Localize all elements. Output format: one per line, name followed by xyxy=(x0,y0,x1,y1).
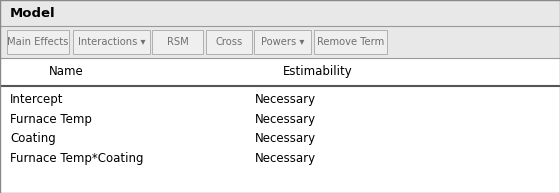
Text: Coating: Coating xyxy=(10,132,56,145)
Text: Necessary: Necessary xyxy=(255,113,316,126)
FancyBboxPatch shape xyxy=(0,26,560,58)
FancyBboxPatch shape xyxy=(73,30,150,54)
Text: Name: Name xyxy=(49,65,83,78)
Text: Necessary: Necessary xyxy=(255,93,316,106)
Text: Furnace Temp: Furnace Temp xyxy=(10,113,92,126)
Text: Intercept: Intercept xyxy=(10,93,64,106)
Text: Estimability: Estimability xyxy=(283,65,353,78)
FancyBboxPatch shape xyxy=(314,30,387,54)
Text: Model: Model xyxy=(10,7,55,19)
Text: Powers ▾: Powers ▾ xyxy=(260,37,304,47)
Text: Furnace Temp*Coating: Furnace Temp*Coating xyxy=(10,152,143,165)
Text: RSM: RSM xyxy=(167,37,188,47)
FancyBboxPatch shape xyxy=(152,30,203,54)
Text: Main Effects: Main Effects xyxy=(7,37,69,47)
Text: Interactions ▾: Interactions ▾ xyxy=(78,37,145,47)
Text: Necessary: Necessary xyxy=(255,132,316,145)
FancyBboxPatch shape xyxy=(0,58,560,193)
Text: Cross: Cross xyxy=(216,37,242,47)
FancyBboxPatch shape xyxy=(0,0,560,26)
Text: Necessary: Necessary xyxy=(255,152,316,165)
Text: Remove Term: Remove Term xyxy=(317,37,384,47)
FancyBboxPatch shape xyxy=(206,30,252,54)
FancyBboxPatch shape xyxy=(254,30,311,54)
FancyBboxPatch shape xyxy=(7,30,69,54)
